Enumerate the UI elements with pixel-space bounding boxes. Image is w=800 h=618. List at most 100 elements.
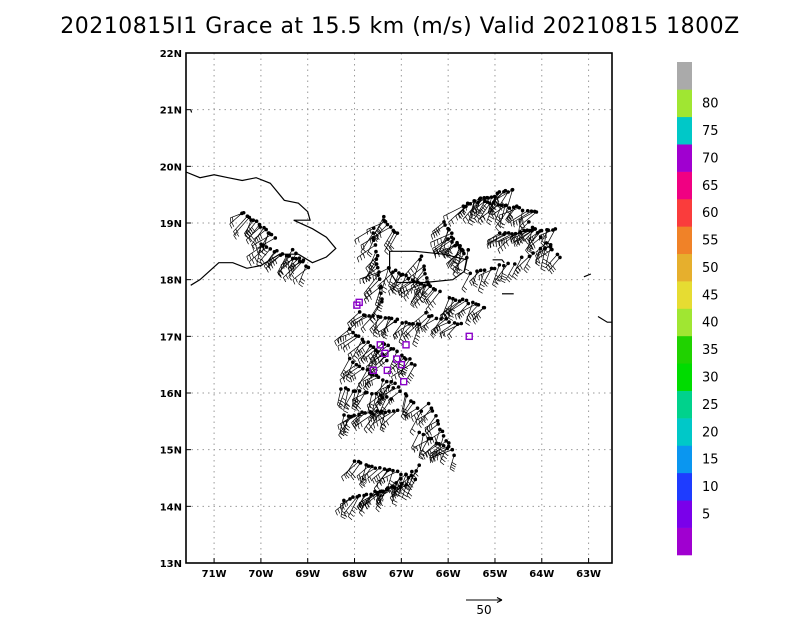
wind-barb-feather: [488, 215, 494, 220]
wind-barb: [393, 321, 405, 340]
wind-barb-feather: [461, 288, 466, 293]
wind-barb-feather: [457, 314, 461, 320]
wind-barb-feather: [475, 213, 481, 217]
wind-barb: [395, 477, 403, 497]
wind-barb-feather: [469, 212, 474, 217]
wind-barb-feather: [407, 278, 411, 284]
wind-barb-feather: [248, 261, 252, 267]
observation-point: [488, 201, 492, 206]
wind-barb-feather: [407, 271, 412, 276]
wind-barb: [365, 375, 381, 389]
observation-point: [429, 436, 434, 441]
wind-barb-feather: [259, 234, 263, 240]
observation-point: [389, 380, 393, 384]
wind-barb-feather: [360, 483, 366, 487]
wind-barb-feather: [513, 241, 516, 247]
wind-barb-staff: [383, 230, 394, 246]
observation-point: [429, 406, 434, 410]
wind-barb-staff: [388, 232, 398, 248]
wind-barb-feather: [356, 475, 360, 481]
wind-barb-feather: [354, 419, 358, 424]
wind-barb-feather: [420, 420, 424, 426]
observation-point: [464, 298, 469, 303]
wind-barb: [360, 313, 375, 334]
wind-barb-staff: [430, 232, 452, 243]
wind-barb-staff: [390, 483, 402, 493]
wind-barb-staff: [344, 390, 354, 406]
wind-barb-feather: [517, 267, 521, 272]
wind-barb-feather: [335, 510, 338, 516]
wind-barb-feather: [408, 374, 413, 380]
wind-barb-staff: [411, 432, 420, 448]
wind-barb: [472, 199, 487, 215]
wind-barb-staff: [355, 392, 366, 409]
wind-barb-staff: [266, 250, 278, 263]
wind-barb-feather: [366, 277, 370, 282]
observation-point: [502, 263, 506, 268]
observation-point: [409, 399, 413, 403]
wind-barb: [527, 225, 535, 254]
observation-point: [482, 305, 487, 310]
observation-point: [553, 227, 558, 231]
wind-barb-staff: [439, 322, 455, 334]
observation-point: [385, 222, 390, 227]
wind-barb: [376, 469, 400, 487]
wind-barb-feather: [365, 383, 367, 389]
wind-barb-feather: [364, 385, 369, 391]
wind-barb-feather: [232, 216, 234, 223]
wind-barb-feather: [343, 513, 348, 518]
wind-barb-feather: [456, 267, 461, 272]
wind-barb: [449, 453, 457, 472]
wind-barb: [463, 248, 471, 275]
wind-barb-feather: [251, 259, 255, 265]
wind-barb: [545, 245, 553, 267]
wind-barb-feather: [424, 452, 428, 458]
wind-barb-feather: [508, 216, 512, 221]
wind-barb-feather: [445, 252, 448, 258]
wind-barb-feather: [405, 294, 409, 300]
colorbar-label: 35: [702, 343, 719, 358]
wind-barb-staff: [432, 221, 445, 232]
wind-barb-feather: [409, 431, 414, 436]
wind-barb-staff: [392, 323, 410, 336]
observation-point: [546, 228, 551, 232]
wind-barb-feather: [468, 222, 473, 226]
observation-point: [503, 188, 508, 193]
observation-point: [486, 196, 491, 200]
wind-barb-feather: [476, 207, 480, 213]
wind-barb-feather: [480, 217, 483, 223]
wind-barb-feather: [492, 284, 497, 288]
wind-barb-feather: [410, 412, 413, 418]
observation-point: [373, 466, 378, 470]
wind-barb-staff: [512, 257, 523, 277]
observation-point: [422, 264, 426, 269]
observation-point: [290, 247, 295, 252]
observation-point: [530, 225, 535, 230]
wind-barb-feather: [355, 407, 360, 412]
wind-barb-staff: [375, 387, 394, 405]
wind-barb-feather: [434, 436, 437, 442]
observation-point: [399, 477, 403, 481]
wind-barb-feather: [343, 410, 349, 414]
wind-barb-feather: [433, 456, 436, 462]
wind-barb: [443, 243, 457, 259]
wind-barb-staff: [520, 211, 537, 226]
wind-barb-feather: [483, 282, 488, 287]
wind-barb: [391, 361, 414, 382]
wind-barb-feather: [362, 326, 366, 332]
wind-barb-staff: [363, 410, 378, 430]
observation-point: [408, 357, 412, 361]
wind-barb: [410, 271, 427, 291]
high-wind-marker: [383, 366, 391, 375]
wind-barb-feather: [552, 265, 556, 271]
wind-barb-feather: [405, 486, 411, 491]
wind-barb: [458, 201, 470, 219]
wind-barb-feather: [398, 494, 403, 498]
wind-barb: [369, 315, 383, 334]
wind-barb: [346, 313, 367, 336]
wind-barb: [359, 466, 378, 483]
wind-barb-staff: [339, 365, 360, 380]
wind-barb-feather: [361, 480, 367, 484]
wind-barb-feather: [541, 265, 547, 269]
wind-barb-feather: [376, 308, 382, 312]
